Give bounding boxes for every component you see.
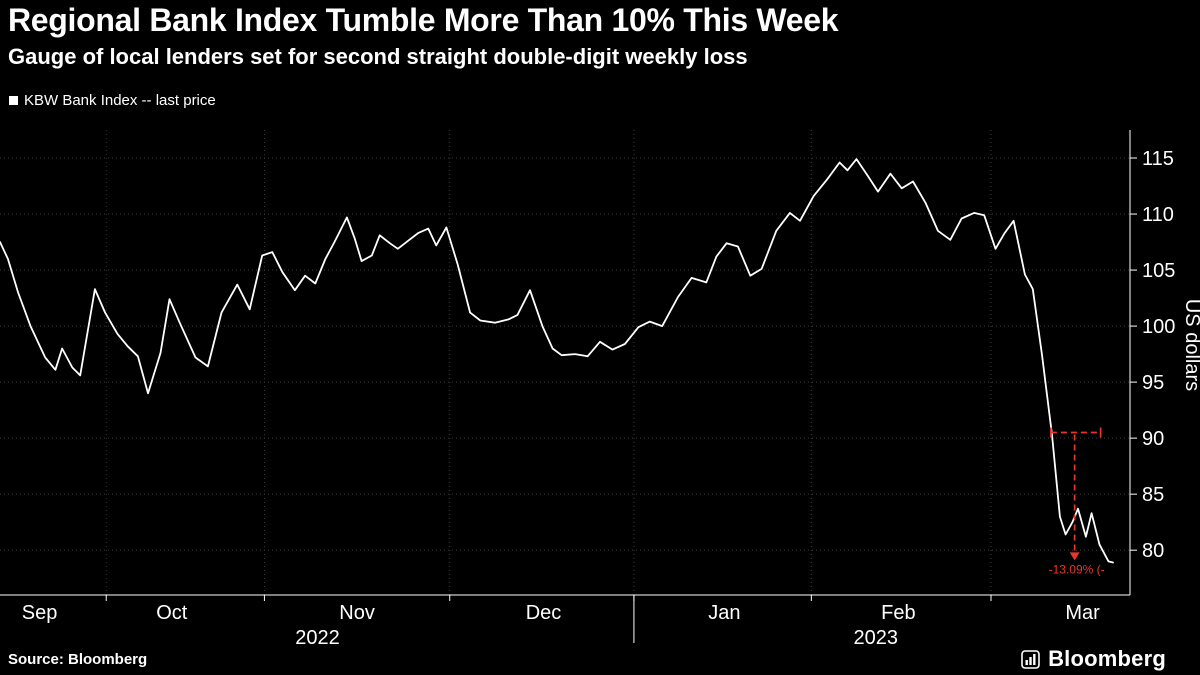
y-tick-label: 105 (1142, 260, 1175, 282)
x-tick-label: Nov (339, 602, 375, 624)
source-text: Source: Bloomberg (8, 651, 148, 668)
x-tick-label: Sep (22, 602, 58, 624)
chart-title: Regional Bank Index Tumble More Than 10%… (8, 2, 839, 38)
y-tick-label: 90 (1142, 428, 1164, 450)
chart-subtitle: Gauge of local lenders set for second st… (8, 44, 748, 69)
price-line-chart: 80 85 90 95 100 105 110 115 Sep Oct Nov Dec Jan Feb Ma… (0, 130, 1200, 649)
price-line (0, 158, 1114, 564)
legend-swatch-icon (9, 96, 18, 105)
y-tick-label: 85 (1142, 484, 1164, 506)
annotation-arrowhead-icon (1069, 552, 1080, 561)
legend: KBW Bank Index -- last price (9, 92, 216, 109)
bloomberg-logo: Bloomberg (1021, 646, 1166, 672)
y-tick-label: 95 (1142, 372, 1164, 394)
year-label: 2022 (295, 627, 340, 649)
annotation-label: -13.09% (- (1049, 562, 1105, 576)
x-tick-label: Oct (156, 602, 188, 624)
x-tick-label: Dec (526, 602, 562, 624)
y-tick-label: 100 (1142, 316, 1175, 338)
brand-text: Bloomberg (1048, 646, 1166, 671)
year-label: 2023 (854, 627, 899, 649)
x-tick-label: Mar (1065, 602, 1100, 624)
bloomberg-logo-icon (1021, 649, 1040, 669)
legend-label: KBW Bank Index -- last price (24, 92, 216, 109)
y-tick-label: 110 (1142, 204, 1174, 226)
y-tick-label: 115 (1142, 148, 1174, 170)
x-tick-label: Jan (708, 602, 740, 624)
y-axis-title: US dollars (1181, 299, 1200, 391)
y-tick-label: 80 (1142, 540, 1164, 562)
x-tick-label: Feb (881, 602, 915, 624)
